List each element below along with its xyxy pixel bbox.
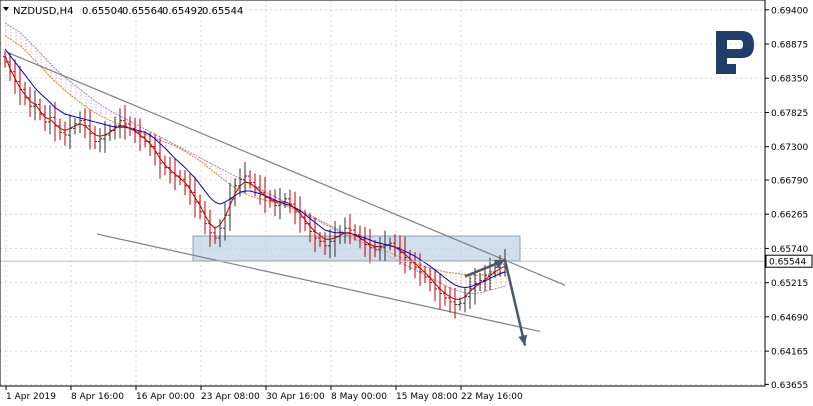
price-tick-label: 0.66265 bbox=[771, 211, 808, 221]
price-tick-label: 0.65215 bbox=[771, 279, 808, 289]
symbol-label: NZDUSD,H4 bbox=[13, 6, 73, 17]
broker-logo-icon bbox=[716, 31, 754, 74]
price-tick-label: 0.63655 bbox=[771, 381, 808, 391]
channel-upper-line[interactable] bbox=[6, 51, 566, 286]
high-value: 0.65564 bbox=[122, 6, 163, 17]
chart-frame bbox=[0, 0, 766, 387]
channel-lower-line[interactable] bbox=[96, 233, 541, 333]
low-value: 0.65492 bbox=[162, 6, 203, 17]
forecast-arrow-down-head bbox=[518, 334, 528, 346]
resistance-zone[interactable] bbox=[192, 235, 521, 262]
time-tick-label: 15 May 08:00 bbox=[396, 392, 458, 402]
price-tick-label: 0.64165 bbox=[771, 348, 808, 358]
indicator-lines bbox=[4, 48, 506, 300]
price-tick-label: 0.64690 bbox=[771, 313, 808, 323]
time-tick-label: 16 Apr 00:00 bbox=[136, 392, 195, 402]
time-tick-label: 23 Apr 08:00 bbox=[201, 392, 260, 402]
forecast-arrow-up-head bbox=[494, 259, 505, 269]
tenkan-line bbox=[4, 55, 506, 300]
time-tick-label: 8 May 00:00 bbox=[331, 392, 387, 402]
senkou-span-a bbox=[4, 35, 506, 276]
time-axis: 1 Apr 2019 8 Apr 16:00 16 Apr 00:00 23 Apr … bbox=[5, 386, 523, 402]
close-value: 0.65544 bbox=[202, 6, 243, 17]
forecast-arrows[interactable] bbox=[464, 259, 528, 346]
open-value: 0.65504 bbox=[82, 6, 123, 17]
descending-channel[interactable] bbox=[6, 51, 566, 333]
price-tick-label: 0.67300 bbox=[771, 143, 808, 153]
kijun-line bbox=[4, 48, 506, 289]
price-tick-label: 0.68350 bbox=[771, 75, 808, 85]
price-tick-label: 0.66790 bbox=[771, 176, 808, 186]
chart-header: NZDUSD,H4 0.65504 0.65564 0.65492 0.6554… bbox=[3, 6, 243, 17]
time-tick-label: 1 Apr 2019 bbox=[6, 392, 56, 402]
time-tick-label: 8 Apr 16:00 bbox=[71, 392, 124, 402]
price-tick-label: 0.68875 bbox=[771, 41, 808, 51]
grid-lines bbox=[0, 0, 765, 386]
price-tick-label: 0.69400 bbox=[771, 6, 808, 16]
current-price-tag bbox=[765, 254, 813, 268]
dropdown-arrow-icon[interactable] bbox=[3, 7, 9, 11]
time-tick-label: 30 Apr 16:00 bbox=[266, 392, 325, 402]
current-price-label: 0.65544 bbox=[769, 258, 806, 268]
price-tick-label: 0.67825 bbox=[771, 109, 808, 119]
forecast-arrow-down[interactable] bbox=[503, 259, 527, 346]
price-tick-label: 0.65740 bbox=[771, 245, 808, 255]
price-axis: 0.69400 0.68875 0.68350 0.67825 0.67300 0.667… bbox=[765, 6, 813, 391]
time-tick-label: 22 May 16:00 bbox=[461, 392, 523, 402]
